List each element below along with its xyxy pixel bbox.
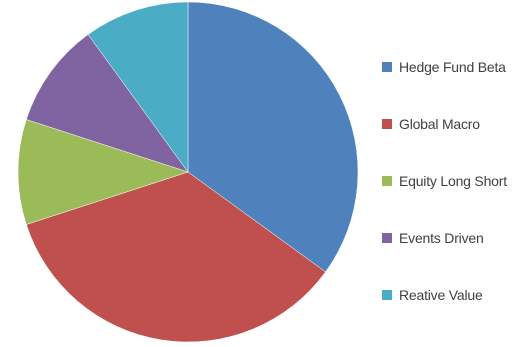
pie-slice-hedge-fund-beta <box>187 1 359 273</box>
legend-swatch <box>382 176 392 186</box>
legend-swatch <box>382 233 392 243</box>
pie-slice-reative-value <box>87 1 189 173</box>
pie-slice-events-driven <box>26 34 189 173</box>
chart-legend: Hedge Fund Beta Global Macro Equity Long… <box>382 57 522 342</box>
legend-item-hedge-fund-beta: Hedge Fund Beta <box>382 57 522 77</box>
legend-item-reative-value: Reative Value <box>382 285 522 305</box>
pie-slice-equity-long-short <box>17 119 189 225</box>
legend-item-global-macro: Global Macro <box>382 114 522 134</box>
legend-item-equity-long-short: Equity Long Short <box>382 171 522 191</box>
legend-label: Reative Value <box>399 287 483 303</box>
legend-item-events-driven: Events Driven <box>382 228 522 248</box>
legend-label: Events Driven <box>399 230 484 246</box>
pie-slice-global-macro <box>26 171 326 343</box>
pie-slices <box>17 1 359 343</box>
legend-swatch <box>382 62 392 72</box>
legend-swatch <box>382 119 392 129</box>
legend-label: Hedge Fund Beta <box>399 59 506 75</box>
legend-swatch <box>382 290 392 300</box>
legend-label: Global Macro <box>399 116 480 132</box>
legend-label: Equity Long Short <box>399 173 507 189</box>
